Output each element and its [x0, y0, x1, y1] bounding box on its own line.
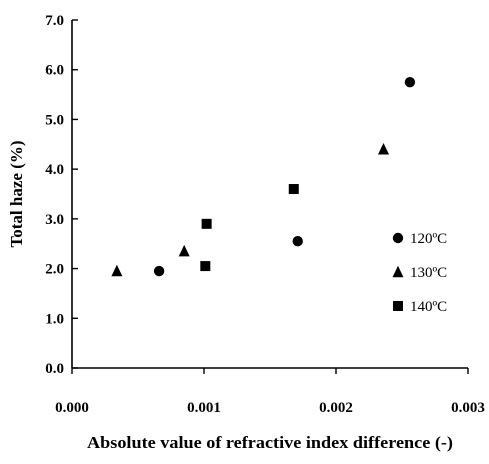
- y-tick-label: 5.0: [45, 112, 64, 128]
- x-tick-label: 0.001: [187, 400, 221, 416]
- legend-label: 130ºC: [410, 265, 447, 281]
- data-point-circle: [405, 77, 415, 87]
- legend-label: 140ºC: [410, 299, 447, 315]
- x-tick-label: 0.000: [55, 400, 89, 416]
- data-point-circle: [293, 236, 303, 246]
- y-tick-label: 7.0: [45, 13, 64, 29]
- data-point-square: [200, 261, 210, 271]
- y-tick-label: 1.0: [45, 311, 64, 327]
- legend-marker-square: [393, 301, 403, 311]
- data-point-triangle: [378, 143, 389, 155]
- data-point-triangle: [111, 265, 122, 277]
- legend-label: 120ºC: [410, 231, 447, 247]
- data-point-square: [202, 219, 212, 229]
- x-tick-label: 0.003: [451, 400, 485, 416]
- y-tick-label: 2.0: [45, 262, 64, 278]
- legend-marker-circle: [393, 233, 403, 243]
- y-tick-label: 3.0: [45, 212, 64, 228]
- y-tick-label: 4.0: [45, 162, 64, 178]
- axes: [72, 20, 468, 368]
- y-axis-title: Total haze (%): [7, 140, 26, 247]
- data-point-square: [289, 184, 299, 194]
- y-ticks: 0.0 1.0 2.0 3.0 4.0 5.0 6.0 7.0: [45, 13, 78, 377]
- y-tick-label: 6.0: [45, 63, 64, 79]
- data-point-circle: [154, 266, 164, 276]
- data-point-triangle: [179, 245, 190, 256]
- x-ticks: 0.000 0.001 0.002 0.003: [55, 368, 485, 416]
- x-axis-title: Absolute value of refractive index diffe…: [87, 433, 453, 452]
- legend-marker-triangle: [393, 266, 404, 278]
- x-tick-label: 0.002: [319, 400, 353, 416]
- y-tick-label: 0.0: [45, 361, 64, 377]
- legend: 120ºC 130ºC 140ºC: [393, 231, 448, 315]
- data-points: [111, 77, 415, 276]
